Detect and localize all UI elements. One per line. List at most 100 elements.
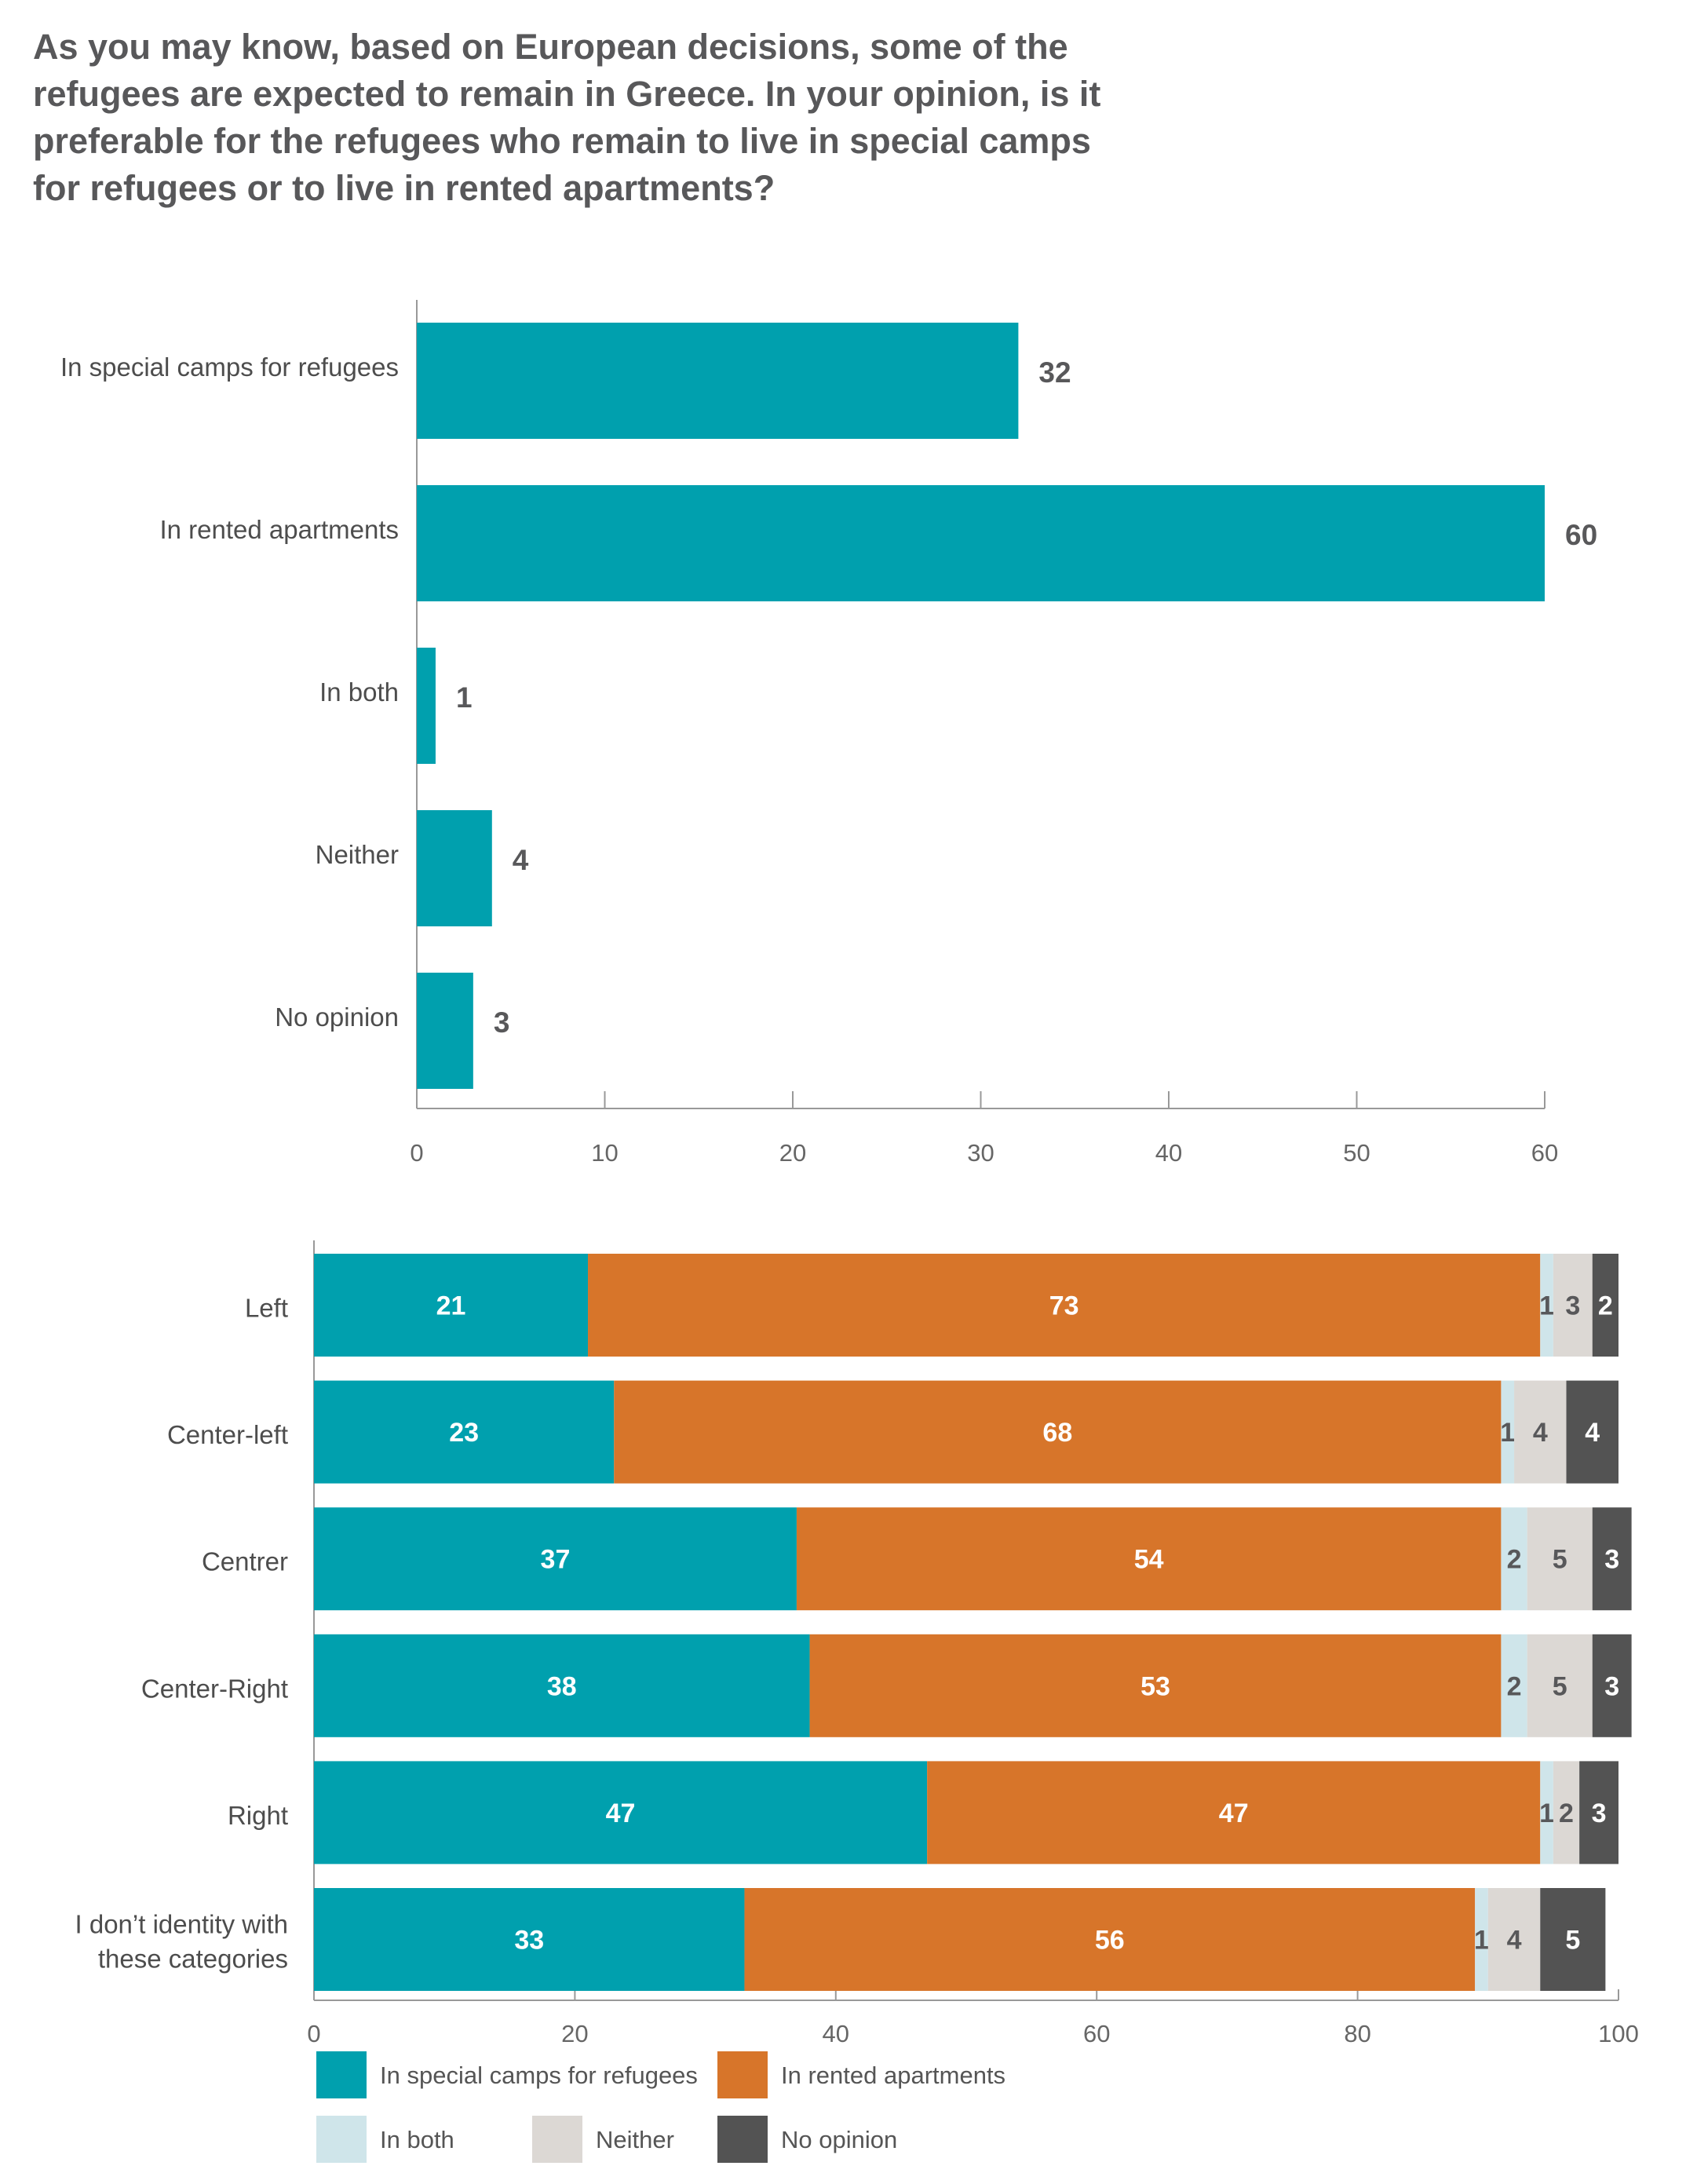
data-label: 3 — [1604, 1671, 1619, 1701]
category-label: Centrer — [202, 1547, 288, 1576]
bar-neither — [417, 810, 492, 926]
data-label: 56 — [1095, 1926, 1125, 1956]
x-tick-label: 50 — [1343, 1139, 1370, 1167]
segment-no-opinion — [1592, 1634, 1632, 1737]
segment-in-rented-apartments — [796, 1507, 1502, 1611]
segment-in-rented-apartments — [588, 1254, 1541, 1357]
data-label: 3 — [1604, 1545, 1619, 1575]
category-label: No opinion — [275, 1003, 399, 1032]
segment-in-both — [1475, 1888, 1488, 1991]
data-label: 3 — [494, 1006, 510, 1039]
legend-swatch-in-both — [316, 2116, 367, 2163]
category-label: Center-left — [167, 1420, 288, 1449]
category-label: In special camps for refugees — [60, 352, 399, 382]
legend-swatch-in-special-camps-for-refugees — [316, 2051, 367, 2098]
x-tick-label: 30 — [967, 1139, 994, 1167]
segment-in-special-camps-for-refugees — [314, 1254, 589, 1357]
x-tick-label: 20 — [561, 2020, 588, 2047]
top-bar-chart: 0 10 20 30 40 50 60 In special camps for refuge… — [60, 300, 1597, 1167]
data-label: 1 — [1539, 1291, 1554, 1321]
data-label: 60 — [1565, 519, 1597, 551]
category-label: Right — [228, 1801, 288, 1830]
segment-in-special-camps-for-refugees — [314, 1634, 810, 1737]
segment-no-opinion — [1592, 1507, 1632, 1611]
segment-in-special-camps-for-refugees — [314, 1761, 928, 1864]
x-tick-label: 40 — [823, 2020, 849, 2047]
data-label: 1 — [1474, 1926, 1489, 1956]
segment-in-special-camps-for-refugees — [314, 1380, 615, 1484]
segment-in-both — [1540, 1761, 1553, 1864]
x-tick-label: 100 — [1598, 2020, 1639, 2047]
data-label: 4 — [1533, 1418, 1548, 1448]
data-label: 37 — [541, 1545, 571, 1575]
legend-label: In both — [380, 2126, 454, 2153]
data-label: 47 — [1219, 1799, 1249, 1828]
legend-label: In special camps for refugees — [380, 2062, 698, 2089]
legend-label: No opinion — [781, 2126, 897, 2153]
data-label: 68 — [1042, 1418, 1072, 1448]
segment-in-rented-apartments — [809, 1634, 1502, 1737]
x-tick-label: 60 — [1083, 2020, 1110, 2047]
x-tick-label: 60 — [1531, 1139, 1558, 1167]
category-label: In rented apartments — [159, 515, 399, 544]
segment-neither — [1527, 1507, 1593, 1611]
x-tick-label: 0 — [307, 2020, 320, 2047]
segment-in-rented-apartments — [614, 1380, 1502, 1484]
legend-label: In rented apartments — [781, 2062, 1005, 2089]
segment-in-both — [1540, 1254, 1553, 1357]
data-label: 5 — [1553, 1671, 1567, 1701]
x-tick-label: 0 — [410, 1139, 423, 1167]
data-label: 21 — [436, 1291, 466, 1321]
category-label: Neither — [316, 840, 399, 869]
data-label: 2 — [1559, 1799, 1574, 1828]
data-label: 32 — [1038, 356, 1071, 389]
data-label: 5 — [1553, 1545, 1567, 1575]
segment-neither — [1553, 1254, 1593, 1357]
data-label: 1 — [1500, 1418, 1515, 1448]
data-label: 2 — [1598, 1291, 1613, 1321]
bar-no-opinion — [417, 973, 473, 1089]
bar-in-both — [417, 648, 436, 764]
legend-swatch-no-opinion — [717, 2116, 768, 2163]
segment-no-opinion — [1592, 1254, 1618, 1357]
data-label: 2 — [1507, 1671, 1522, 1701]
segment-in-both — [1501, 1507, 1527, 1611]
data-label: 47 — [606, 1799, 636, 1828]
segment-in-both — [1501, 1634, 1527, 1737]
data-label: 1 — [456, 681, 473, 714]
category-label: I don’t identity with — [75, 1910, 288, 1939]
legend-swatch-neither — [532, 2116, 582, 2163]
legend-label: Neither — [596, 2126, 674, 2153]
segment-neither — [1514, 1380, 1567, 1484]
category-label: Center-Right — [141, 1674, 288, 1703]
x-tick-label: 10 — [591, 1139, 618, 1167]
category-label: Left — [245, 1294, 288, 1323]
data-label: 54 — [1134, 1545, 1164, 1575]
x-tick-label: 80 — [1344, 2020, 1370, 2047]
data-label: 73 — [1049, 1291, 1079, 1321]
bar-in-special-camps-for-refugees — [417, 323, 1019, 439]
data-label: 53 — [1140, 1671, 1170, 1701]
data-label: 23 — [449, 1418, 479, 1448]
data-label: 3 — [1565, 1291, 1580, 1321]
data-label: 3 — [1592, 1799, 1607, 1828]
x-tick-label: 40 — [1155, 1139, 1182, 1167]
segment-no-opinion — [1540, 1888, 1606, 1991]
chart-legend: In special camps for refugees In rented a… — [316, 2051, 1005, 2163]
segment-no-opinion — [1566, 1380, 1618, 1484]
segment-neither — [1487, 1888, 1541, 1991]
category-label: In both — [319, 677, 399, 707]
legend-swatch-in-rented-apartments — [717, 2051, 768, 2098]
segment-neither — [1527, 1634, 1593, 1737]
chart-question-title: As you may know, based on European decis… — [33, 27, 1101, 208]
segment-in-rented-apartments — [927, 1761, 1541, 1864]
data-label: 4 — [513, 844, 529, 876]
data-label: 5 — [1565, 1926, 1580, 1956]
data-label: 2 — [1507, 1545, 1522, 1575]
data-label: 4 — [1585, 1418, 1600, 1448]
data-label: 33 — [514, 1926, 544, 1956]
segment-in-both — [1501, 1380, 1515, 1484]
segment-neither — [1553, 1761, 1580, 1864]
category-label: these categories — [98, 1945, 288, 1974]
